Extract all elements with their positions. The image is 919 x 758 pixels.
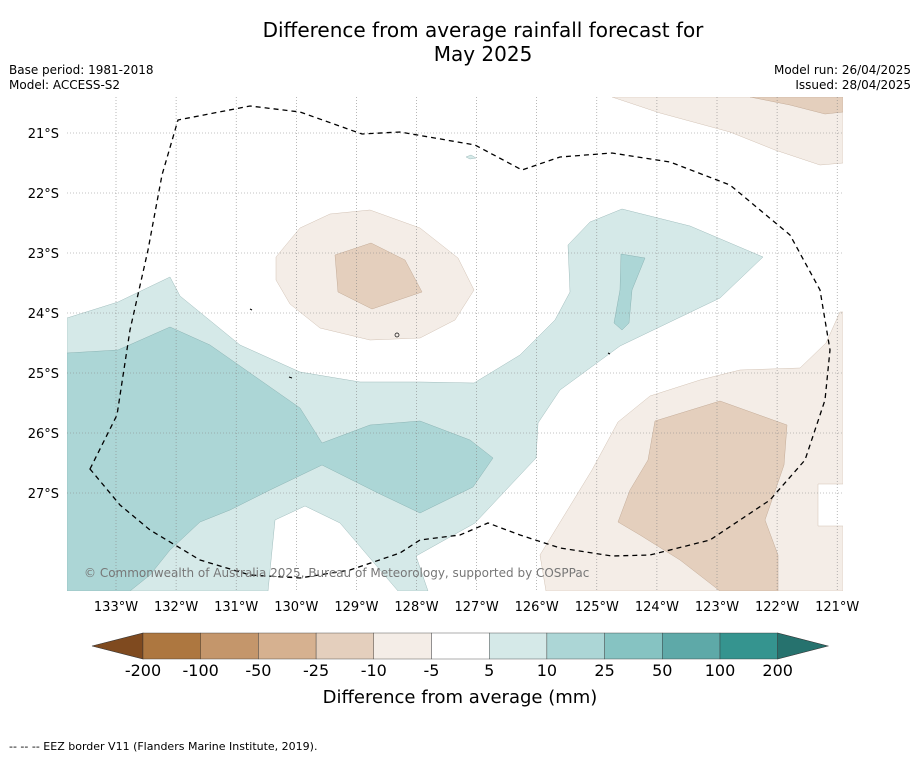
lat-label: 25°S: [28, 367, 59, 382]
islet-mark-4: [394, 332, 400, 338]
anomaly-region-10-25-east: [613, 253, 646, 331]
map-figure: 21°S22°S23°S24°S25°S26°S27°S 133°W 132°W 1…: [28, 97, 860, 708]
colorbar-tick: -200: [125, 661, 161, 680]
colorbar-segment: [258, 632, 317, 660]
anomaly-region-neg5-neg10-northeast: [611, 97, 843, 166]
lon-label: 128°W: [394, 600, 438, 615]
title-line-2: May 2025: [433, 42, 533, 66]
eez-border: [89, 105, 831, 579]
lon-label: 124°W: [635, 600, 679, 615]
longitude-labels: 133°W 132°W 131°W 130°W 129°W 128°W 127°W 126°W…: [94, 600, 860, 615]
colorbar-segment: [200, 632, 259, 660]
lat-label: 23°S: [28, 247, 59, 262]
latitude-labels: 21°S 22°S 23°S 24°S 25°S 26°S 27°S: [28, 127, 59, 502]
colorbar-tick-labels: -200 -100 -50 -25 -10 -5 5 10 25 50 100 200: [125, 661, 793, 680]
lon-label: 129°W: [334, 600, 378, 615]
colorbar-segment: [142, 632, 201, 660]
colorbar-segment: [546, 632, 605, 660]
lon-label: 131°W: [214, 600, 258, 615]
eez-footnote: -- -- -- EEZ border V11 (Flanders Marine…: [9, 740, 318, 753]
base-period: Base period: 1981-2018: [9, 63, 154, 77]
colorbar-segment: [662, 632, 721, 660]
meta-left: Base period: 1981-2018 Model: ACCESS-S2: [9, 63, 154, 93]
anomaly-region-10-25-west: [67, 326, 494, 591]
lon-label: 133°W: [94, 600, 138, 615]
anomaly-region-neg10-neg25-southeast: [617, 400, 788, 591]
colorbar: [91, 632, 830, 660]
colorbar-segment: [489, 632, 548, 660]
lat-label: 26°S: [28, 427, 59, 442]
colorbar-segment: [373, 632, 432, 660]
islet-mark-2: [288, 376, 293, 379]
meta-right: Model run: 26/04/2025 Issued: 28/04/2025: [774, 63, 911, 93]
colorbar-extend-low: [91, 632, 144, 660]
colorbar-tick: -25: [303, 661, 329, 680]
colorbar-segment: [604, 632, 663, 660]
colorbar-segment: [315, 632, 375, 660]
model-name: Model: ACCESS-S2: [9, 78, 121, 92]
lon-label: 127°W: [455, 600, 499, 615]
colorbar-segment: [431, 632, 490, 660]
colorbar-tick: -5: [424, 661, 440, 680]
islet-mark-1: [249, 308, 253, 311]
lon-label: 121°W: [815, 600, 859, 615]
colorbar-tick: 200: [762, 661, 793, 680]
colorbar-tick: 5: [484, 661, 494, 680]
colorbar-tick: -50: [245, 661, 271, 680]
lon-label: 132°W: [154, 600, 198, 615]
gridlines: [67, 97, 843, 591]
colorbar-tick: 10: [537, 661, 557, 680]
model-run: Model run: 26/04/2025: [773, 63, 911, 77]
colorbar-tick: -100: [183, 661, 219, 680]
lat-label: 27°S: [28, 487, 59, 502]
colorbar-tick: -10: [361, 661, 387, 680]
colorbar-tick: 100: [705, 661, 736, 680]
title-line-1: Difference from average rainfall forecas…: [262, 18, 704, 42]
colorbar-label: Difference from average (mm): [323, 687, 598, 708]
lon-label: 130°W: [274, 600, 318, 615]
lon-label: 125°W: [575, 600, 619, 615]
anomaly-region-neg10-neg25-northeast: [749, 97, 843, 115]
colorbar-tick: 25: [594, 661, 614, 680]
map-area: [67, 97, 843, 591]
copyright-text: © Commonwealth of Australia 2025, Bureau…: [84, 566, 589, 580]
lat-label: 22°S: [28, 187, 59, 202]
colorbar-tick: 50: [652, 661, 672, 680]
lon-label: 126°W: [515, 600, 559, 615]
colorbar-segment: [719, 632, 778, 660]
lon-label: 122°W: [755, 600, 799, 615]
lon-label: 123°W: [695, 600, 739, 615]
lat-label: 21°S: [28, 127, 59, 142]
map-title: Difference from average rainfall forecas…: [0, 18, 919, 66]
anomaly-region-neg10-neg25-north: [334, 242, 423, 310]
lat-label: 24°S: [28, 307, 59, 322]
issued-date: Issued: 28/04/2025: [795, 78, 911, 92]
islet-mark-3: [607, 352, 611, 355]
colorbar-extend-high: [777, 632, 830, 660]
anomaly-islet: [465, 154, 477, 160]
